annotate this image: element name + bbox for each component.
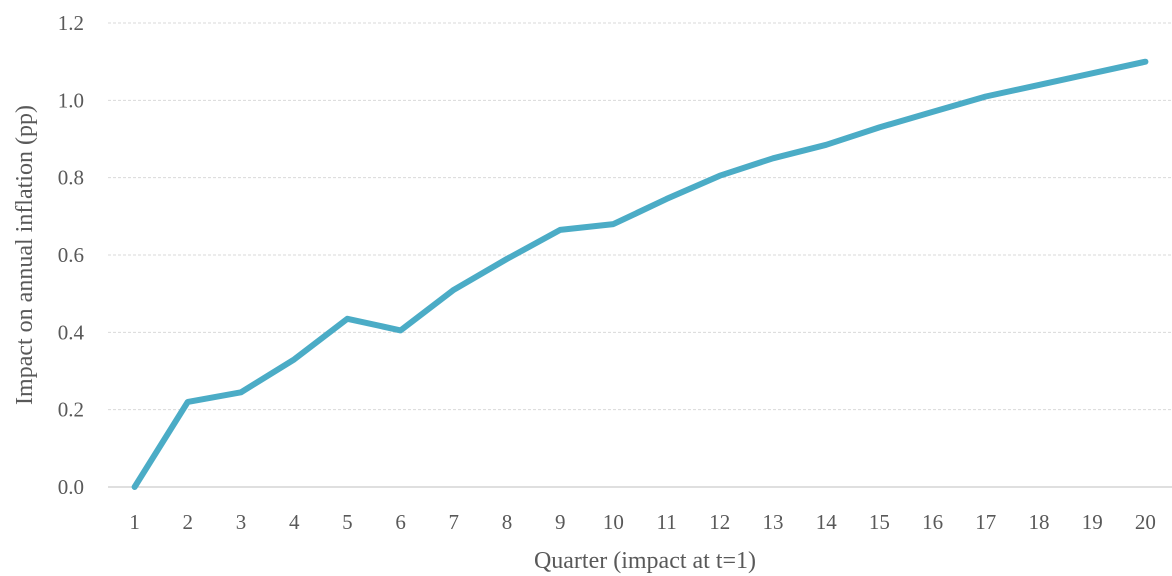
- x-tick-label: 19: [1082, 510, 1103, 534]
- x-tick-label: 20: [1135, 510, 1156, 534]
- y-tick-label: 0.6: [58, 243, 84, 267]
- x-tick-label: 18: [1029, 510, 1050, 534]
- x-tick-label: 16: [922, 510, 943, 534]
- x-tick-label: 14: [816, 510, 838, 534]
- x-tick-label: 2: [183, 510, 194, 534]
- x-tick-label: 11: [656, 510, 676, 534]
- x-tick-label: 12: [709, 510, 730, 534]
- x-tick-label: 9: [555, 510, 566, 534]
- y-tick-label: 1.2: [58, 11, 84, 35]
- x-tick-label: 1: [129, 510, 140, 534]
- y-tick-labels: 0.0 0.2 0.4 0.6 0.8 1.0 1.2: [58, 11, 85, 499]
- x-tick-labels: 1 2 3 4 5 6 7 8 9 10 11 12 13 14 15 16 17 18 19 20: [129, 510, 1156, 534]
- series-line: [131, 58, 1149, 490]
- x-tick-label: 3: [236, 510, 247, 534]
- y-tick-label: 0.8: [58, 166, 84, 190]
- x-axis-title: Quarter (impact at t=1): [534, 548, 756, 574]
- x-tick-label: 13: [763, 510, 784, 534]
- y-axis-title: Impact on annual inflation (pp): [12, 105, 38, 405]
- y-tick-label: 1.0: [58, 88, 84, 112]
- y-tick-label: 0.2: [58, 398, 84, 422]
- x-tick-label: 10: [603, 510, 624, 534]
- gridlines: [108, 22, 1172, 411]
- y-tick-label: 0.4: [58, 320, 85, 344]
- x-tick-label: 17: [975, 510, 996, 534]
- x-tick-label: 7: [449, 510, 460, 534]
- y-tick-label: 0.0: [58, 475, 84, 499]
- x-tick-label: 15: [869, 510, 890, 534]
- series-lines: [131, 58, 1149, 490]
- x-tick-label: 5: [342, 510, 353, 534]
- x-tick-label: 4: [289, 510, 300, 534]
- x-tick-label: 8: [502, 510, 513, 534]
- x-tick-label: 6: [395, 510, 406, 534]
